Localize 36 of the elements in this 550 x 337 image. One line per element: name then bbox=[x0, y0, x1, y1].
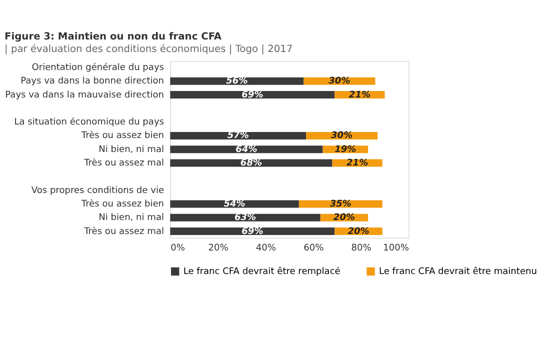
x-tick-label: 100% bbox=[383, 244, 410, 254]
y-tick-label: Pays va dans la mauvaise direction bbox=[5, 90, 164, 100]
data-label: 63% bbox=[234, 213, 256, 224]
data-label: 64% bbox=[236, 144, 258, 155]
data-label: 30% bbox=[328, 76, 350, 87]
y-tick-label: Orientation générale du pays bbox=[32, 62, 164, 73]
data-label: 30% bbox=[331, 131, 353, 142]
y-tick-label: Très ou assez bien bbox=[80, 198, 164, 210]
data-label: 35% bbox=[330, 199, 352, 210]
y-tick-label: Vos propres conditions de vie bbox=[31, 186, 164, 196]
data-label: 20% bbox=[333, 213, 356, 224]
data-label: 19% bbox=[334, 144, 356, 155]
x-tick-label: 20% bbox=[208, 244, 229, 254]
y-tick-label: Très ou assez mal bbox=[83, 226, 164, 237]
legend-label: Le franc CFA devrait être maintenu bbox=[379, 266, 537, 277]
x-tick-label: 0% bbox=[170, 244, 186, 254]
y-tick-label: Ni bien, ni mal bbox=[98, 213, 164, 224]
y-tick-label: Très ou assez bien bbox=[80, 130, 164, 142]
y-tick-label: Pays va dans la bonne direction bbox=[20, 76, 164, 87]
data-label: 69% bbox=[242, 90, 264, 100]
y-tick-label: Ni bien, ni mal bbox=[98, 144, 164, 155]
legend-label: Le franc CFA devrait être remplacé bbox=[183, 266, 341, 277]
data-label: 54% bbox=[224, 199, 246, 210]
data-label: 68% bbox=[240, 158, 262, 169]
data-label: 20% bbox=[348, 226, 370, 237]
chart-title: Figure 3: Maintien ou non du franc CFA bbox=[4, 32, 222, 43]
y-tick-label: La situation économique du pays bbox=[14, 116, 164, 128]
x-tick-label: 80% bbox=[351, 244, 372, 254]
x-tick-label: 60% bbox=[304, 244, 324, 254]
data-label: 56% bbox=[226, 76, 248, 87]
data-label: 21% bbox=[346, 158, 368, 169]
x-tick-label: 40% bbox=[256, 244, 276, 254]
data-label: 69% bbox=[242, 226, 264, 237]
y-tick-label: Très ou assez mal bbox=[83, 158, 164, 169]
chart-subtitle: | par évaluation des conditions économiques | Togo | 2017 bbox=[4, 44, 293, 55]
data-label: 21% bbox=[348, 90, 371, 100]
